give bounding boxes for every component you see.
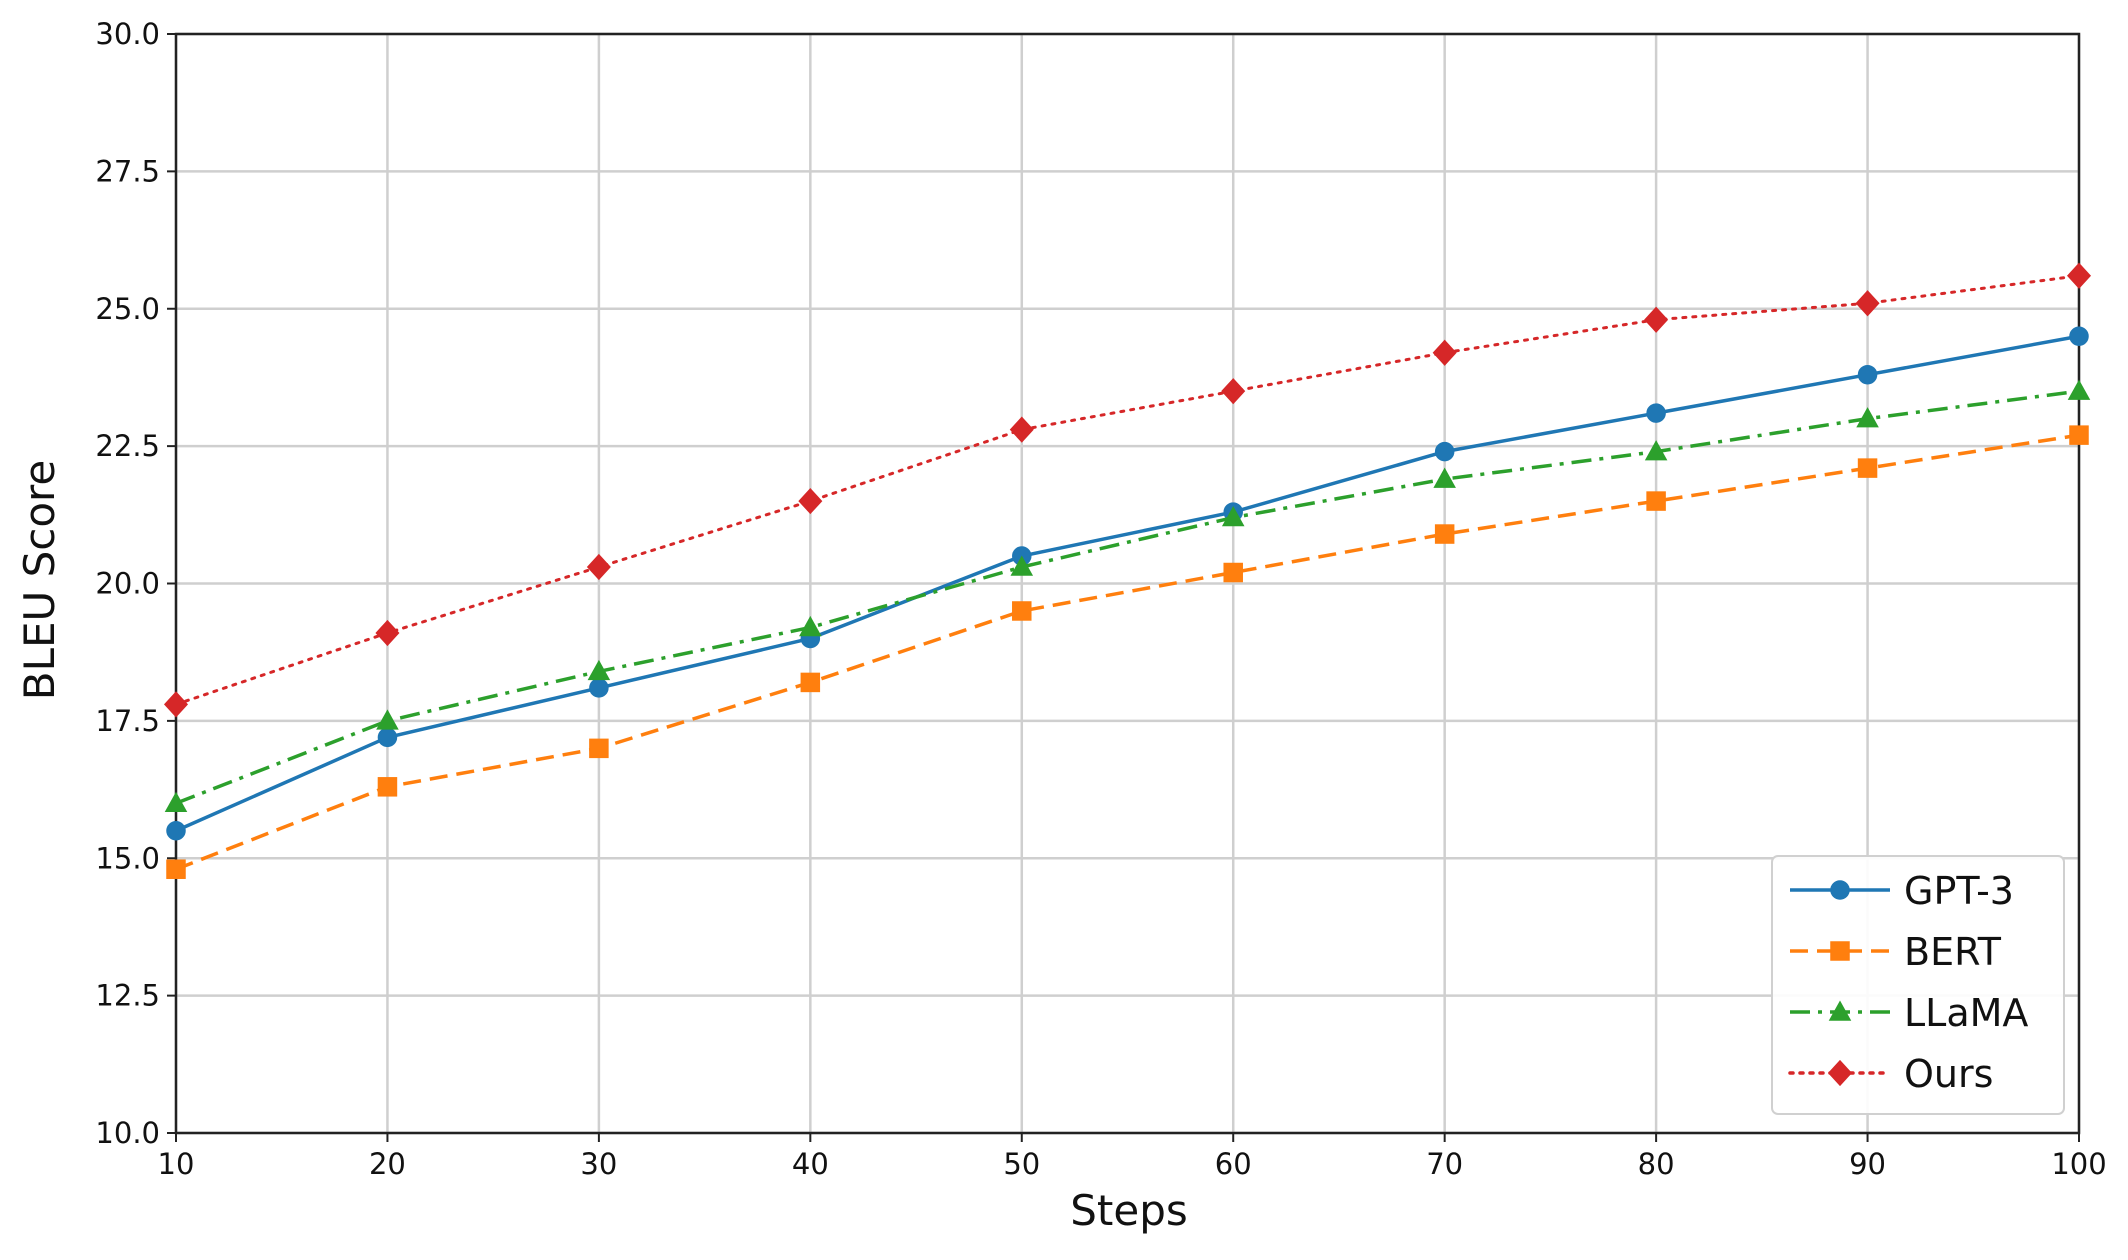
series-line: [175, 433, 2080, 871]
data-point: [1856, 407, 1879, 428]
y-tick-label: 25.0: [95, 292, 160, 326]
y-tick-label: 20.0: [95, 567, 160, 601]
data-point: [164, 791, 188, 813]
legend-label: LLaMA: [1904, 991, 2028, 1035]
data-point: [375, 619, 400, 647]
data-point: [1012, 601, 1032, 621]
x-tick-label: 40: [792, 1147, 829, 1181]
data-point: [377, 777, 398, 797]
data-point: [1009, 416, 1034, 443]
y-tick-label: 17.5: [95, 704, 160, 738]
data-point: [1644, 306, 1669, 333]
data-point: [166, 821, 186, 841]
series-lines: [163, 262, 2092, 879]
data-point: [1857, 364, 1878, 385]
data-point: [587, 659, 611, 681]
data-point: [163, 691, 189, 718]
y-tick-label: 27.5: [95, 154, 160, 188]
data-point: [800, 672, 821, 693]
axis-ticks: 10 20 30 40 50 60 70 80 90 100 10.0 12.5 15.0 17.5 20.…: [95, 17, 2106, 1181]
data-point: [376, 709, 399, 730]
data-point: [1221, 378, 1246, 405]
data-point: [1646, 491, 1666, 511]
series-line: [175, 334, 2080, 833]
y-axis-label: BLEU Score: [15, 460, 64, 700]
x-tick-label: 70: [1426, 1147, 1463, 1181]
data-point: [377, 727, 398, 748]
series-ours: [163, 262, 2092, 718]
x-axis-label: Steps: [1070, 1186, 1188, 1235]
series-gpt-3: [166, 326, 2089, 841]
data-point: [1432, 339, 1457, 366]
y-tick-label: 22.5: [95, 429, 160, 463]
data-point: [586, 553, 611, 581]
data-point: [1646, 403, 1666, 423]
legend-marker: [1827, 1059, 1853, 1087]
x-tick-label: 20: [369, 1147, 406, 1181]
data-point: [1221, 506, 1245, 527]
legend-marker: [1830, 880, 1850, 900]
x-tick-label: 100: [2051, 1147, 2106, 1181]
series-bert: [166, 425, 2089, 879]
series-llama: [164, 379, 2091, 813]
x-tick-label: 60: [1215, 1147, 1252, 1181]
series-line: [174, 274, 2081, 706]
series-line: [175, 389, 2080, 805]
legend-box: [1771, 855, 2065, 1115]
data-point: [166, 859, 186, 879]
data-point: [2067, 379, 2091, 400]
legend-marker: [1828, 1000, 1852, 1021]
data-point: [1433, 467, 1456, 488]
x-tick-label: 80: [1638, 1147, 1675, 1181]
data-point: [2066, 262, 2092, 289]
legend-label: BERT: [1904, 930, 2002, 974]
data-point: [1855, 290, 1880, 317]
data-point: [1434, 441, 1455, 462]
y-tick-label: 30.0: [95, 17, 160, 51]
data-point: [2069, 326, 2089, 346]
y-tick-label: 10.0: [95, 1116, 160, 1150]
x-tick-label: 30: [580, 1147, 617, 1181]
y-tick-label: 15.0: [95, 841, 160, 875]
x-tick-label: 50: [1003, 1147, 1040, 1181]
data-point: [1857, 458, 1878, 478]
legend: GPT-3 BERT LLaMA Ours: [1771, 855, 2065, 1115]
data-point: [2069, 425, 2089, 445]
data-point: [798, 487, 823, 515]
data-point: [589, 678, 609, 698]
legend-marker: [1830, 941, 1850, 961]
data-point: [799, 615, 822, 637]
legend-label: Ours: [1904, 1052, 1993, 1096]
data-point: [1434, 524, 1455, 544]
y-tick-label: 12.5: [95, 979, 160, 1013]
data-point: [1010, 555, 1034, 576]
x-tick-label: 10: [158, 1147, 195, 1181]
data-point: [1644, 440, 1668, 461]
x-tick-label: 90: [1849, 1147, 1886, 1181]
data-point: [589, 738, 609, 759]
data-point: [1223, 562, 1243, 583]
legend-label: GPT-3: [1904, 869, 2014, 913]
